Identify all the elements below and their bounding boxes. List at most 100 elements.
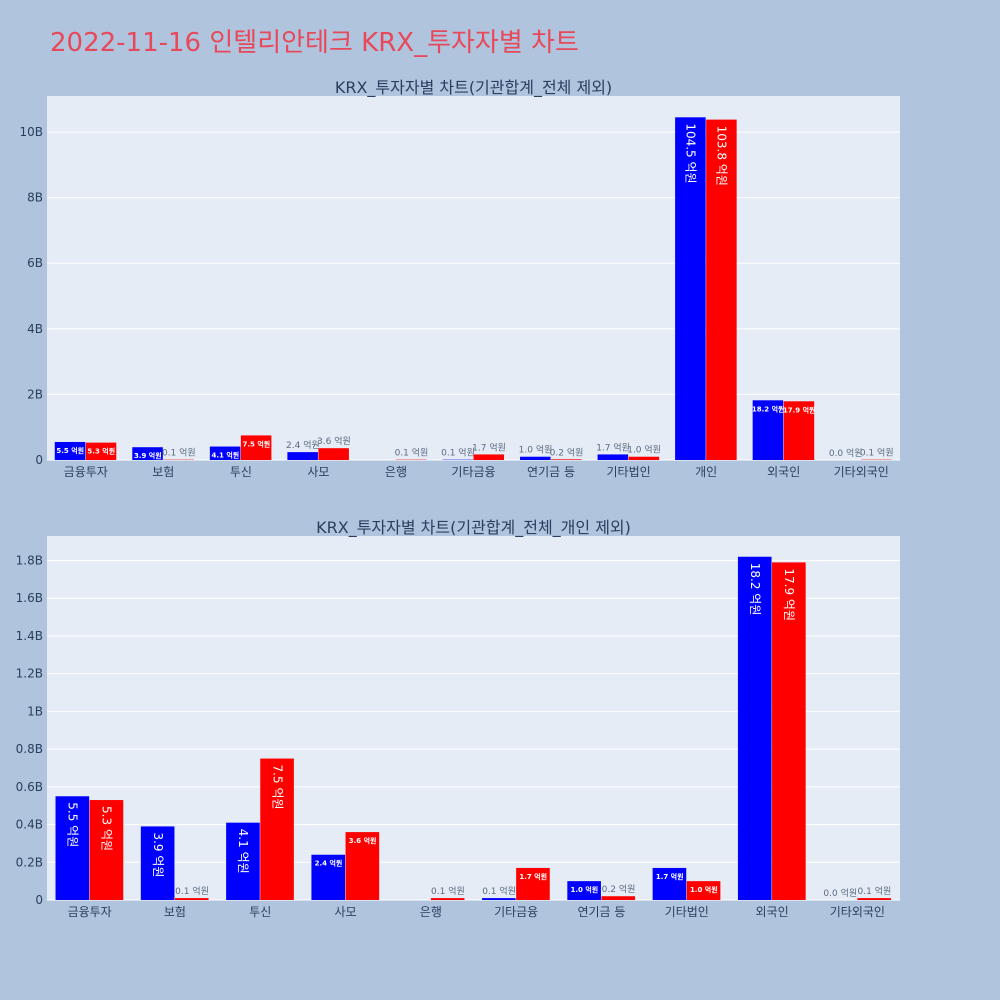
x-tick-label: 은행 (420, 904, 442, 919)
bar-value-label: 3.6 억원 (349, 836, 377, 845)
bar-value-label: 1.7 억원 (519, 872, 547, 881)
x-tick-label: 투신 (249, 905, 271, 919)
x-tick-label: 외국인 (767, 465, 800, 479)
x-tick-label: 은행 (385, 464, 407, 479)
y-tick-label: 4B (27, 322, 43, 336)
bar (706, 119, 737, 460)
x-tick-label: 보험 (164, 905, 186, 919)
x-tick-label: 금융투자 (68, 905, 112, 919)
bar-value-label: 5.3 억원 (100, 806, 114, 851)
bar (287, 452, 318, 460)
x-tick-label: 투신 (230, 465, 252, 479)
x-tick-label: 연기금 등 (527, 465, 575, 479)
bar-value-label: 0.2 억원 (550, 446, 584, 458)
bar (675, 117, 706, 461)
x-tick-label: 기타외국인 (834, 465, 889, 479)
y-tick-label: 0 (35, 893, 43, 907)
x-tick-label: 외국인 (755, 905, 788, 919)
bar (54, 441, 86, 460)
x-tick-label: 기타금융 (494, 905, 538, 919)
bar-value-label: 0.2 억원 (602, 883, 636, 895)
bar-value-label: 5.3 억원 (87, 447, 115, 456)
bar-value-label: 104.5 억원 (684, 123, 698, 183)
plot-area (47, 96, 900, 460)
y-tick-label: 0.6B (16, 780, 43, 794)
bar-value-label: 3.6 억원 (317, 435, 351, 447)
y-tick-label: 2B (27, 387, 43, 401)
y-tick-label: 1.2B (16, 667, 43, 681)
bar-value-label: 5.5 억원 (56, 446, 84, 455)
bar-value-label: 0.1 억원 (441, 447, 475, 459)
bar (737, 556, 772, 900)
bar-value-label: 5.5 억원 (66, 802, 80, 847)
bar (260, 758, 294, 900)
y-tick-label: 0.4B (16, 818, 43, 832)
bar-value-label: 0.1 억원 (395, 447, 429, 459)
x-tick-label: 개인 (695, 465, 717, 479)
bar-value-label: 2.4 억원 (286, 439, 320, 451)
bar (482, 898, 516, 900)
bar-value-label: 1.0 억원 (571, 885, 599, 894)
bar (140, 826, 175, 900)
bar-value-label: 1.7 억원 (656, 872, 684, 881)
bar-value-label: 4.1 억원 (236, 829, 250, 874)
bar-value-label: 0.0 억원 (829, 447, 863, 459)
investor-chart-excl-institution-total-individual: KRX_투자자별 차트(기관합계_전체_개인 제외) 0 0.2B 0.4B 0.6B 0… (16, 518, 900, 919)
bar (520, 456, 551, 460)
bar-value-label: 0.1 억원 (482, 885, 516, 897)
investor-chart-excl-institution-total: KRX_투자자별 차트(기관합계_전체 제외) 0 2B 4B 6B 8B 10B 금융투자 5… (19, 78, 900, 479)
bar (345, 832, 380, 900)
bar (132, 447, 163, 460)
y-tick-label: 1.6B (16, 591, 43, 605)
y-tick-label: 8B (27, 191, 43, 205)
bar-value-label: 18.2 억원 (752, 404, 785, 413)
bar (652, 867, 687, 900)
bar (209, 446, 241, 460)
x-tick-label: 기타법인 (607, 465, 651, 479)
y-tick-label: 1B (27, 704, 43, 718)
x-tick-label: 사모 (307, 465, 329, 479)
bar-value-label: 1.7 억원 (596, 441, 630, 453)
bar-value-label: 0.1 억원 (858, 885, 892, 897)
y-tick-label: 0.2B (16, 855, 43, 869)
bar (567, 881, 601, 900)
bar (89, 800, 124, 900)
x-tick-label: 사모 (335, 905, 357, 919)
bar (686, 881, 721, 900)
bar-value-label: 18.2 억원 (748, 563, 762, 616)
y-tick-label: 10B (19, 125, 43, 139)
bar-value-label: 0.0 억원 (823, 887, 857, 899)
bar (55, 796, 90, 900)
bar (772, 562, 806, 900)
y-tick-label: 1.8B (16, 554, 43, 568)
bar (318, 448, 349, 460)
page-title: 2022-11-16 인텔리안테크 KRX_투자자별 차트 (50, 28, 579, 58)
bar-value-label: 17.9 억원 (782, 568, 796, 621)
bar (551, 459, 582, 460)
bar-value-label: 3.9 억원 (151, 832, 165, 877)
y-tick-label: 1.4B (16, 629, 43, 643)
bar (597, 454, 629, 460)
bar-value-label: 2.4 억원 (315, 859, 343, 868)
x-tick-label: 기타금융 (451, 465, 495, 479)
bar (430, 898, 465, 900)
chart-title: KRX_투자자별 차트(기관합계_전체 제외) (335, 78, 612, 98)
bar-value-label: 0.1 억원 (860, 447, 894, 459)
bar-value-label: 7.5 억원 (270, 765, 284, 810)
x-tick-label: 보험 (152, 465, 174, 479)
bar-value-label: 4.1 억원 (211, 451, 239, 460)
bar (473, 454, 505, 460)
y-tick-label: 0.8B (16, 742, 43, 756)
x-tick-label: 연기금 등 (577, 905, 625, 919)
bar (857, 898, 891, 900)
y-tick-label: 6B (27, 256, 43, 270)
bar-value-label: 1.0 억원 (519, 444, 553, 456)
bar-value-label: 0.1 억원 (162, 447, 196, 459)
x-tick-label: 기타외국인 (830, 905, 885, 919)
bar (752, 400, 784, 460)
bar-value-label: 7.5 억원 (243, 439, 271, 448)
bar-value-label: 17.9 억원 (783, 405, 816, 414)
bar-value-label: 1.0 억원 (690, 885, 718, 894)
bar (628, 456, 660, 460)
bar-value-label: 0.1 억원 (431, 885, 465, 897)
